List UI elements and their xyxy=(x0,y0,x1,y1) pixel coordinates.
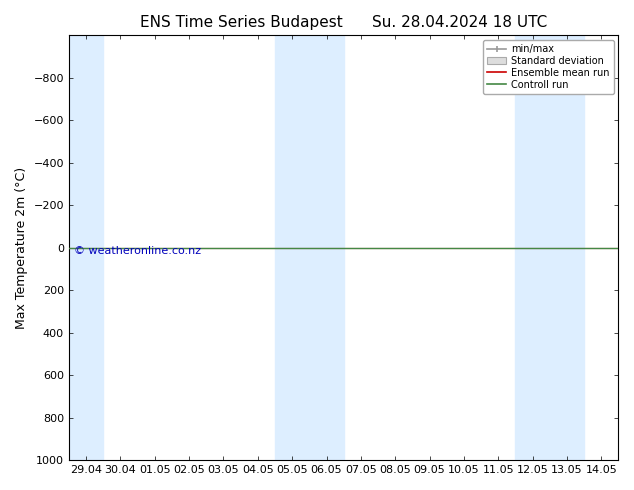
Bar xyxy=(275,35,344,460)
Title: ENS Time Series Budapest      Su. 28.04.2024 18 UTC: ENS Time Series Budapest Su. 28.04.2024 … xyxy=(140,15,547,30)
Y-axis label: Max Temperature 2m (°C): Max Temperature 2m (°C) xyxy=(15,167,28,329)
Bar xyxy=(69,35,103,460)
Text: © weatheronline.co.nz: © weatheronline.co.nz xyxy=(74,245,202,256)
Legend: min/max, Standard deviation, Ensemble mean run, Controll run: min/max, Standard deviation, Ensemble me… xyxy=(483,40,614,94)
Bar xyxy=(515,35,584,460)
